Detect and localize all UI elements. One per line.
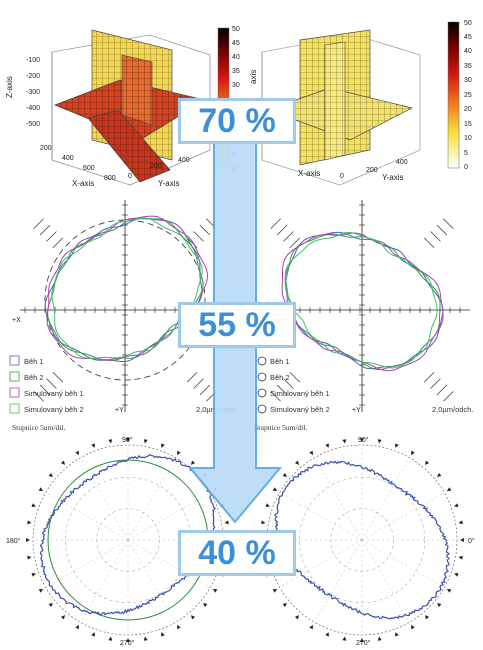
legend-item: Simulovaný běh 1 — [24, 389, 84, 398]
angle-label-bottom: 270° — [356, 639, 371, 647]
legend-item: Simulovaný běh 2 — [24, 405, 84, 414]
colorbar-tick: 45 — [232, 40, 240, 47]
legend-item: Simulovaný běh 2 — [270, 405, 330, 414]
x-tick: 800 — [104, 175, 116, 182]
y-tick: 200 — [150, 163, 162, 170]
legend-item: Běh 1 — [270, 357, 290, 366]
reduction-label-70: 70 % — [178, 98, 296, 144]
colorbar-tick: 50 — [232, 26, 240, 33]
colorbar-tick: 25 — [464, 92, 472, 99]
panel-3d-left: Z-axis X-axis Y-axis -100 -200 -300 -400… — [5, 29, 211, 188]
z-tick: -400 — [26, 105, 40, 112]
hatch-marks — [33, 218, 217, 402]
legend-item: Běh 2 — [270, 373, 290, 382]
measured-profile — [39, 454, 216, 617]
colorbar-tick: 10 — [464, 135, 472, 142]
hatch-marks — [270, 218, 454, 402]
colorbar-right: 50 45 40 35 30 25 20 15 10 5 0 — [447, 20, 472, 171]
reduction-label-55: 55 % — [178, 302, 296, 348]
curve-sim-run-1 — [46, 215, 209, 361]
colorbar-tick: 15 — [464, 121, 472, 128]
colorbar-tick: 40 — [464, 48, 472, 55]
colorbar-tick: 35 — [464, 63, 472, 70]
colorbar-tick: 20 — [464, 106, 472, 113]
deviation-label: 2,0µm/odch. — [432, 405, 473, 414]
x-axis-label-right: X-axis — [298, 169, 320, 178]
angle-label-top: 90° — [358, 436, 369, 444]
polar-left: 90° 180° 270° — [6, 436, 230, 647]
z-axis-label-left: Z-axis — [5, 76, 14, 98]
scale-label: Stupnice 5um/dil. — [254, 423, 307, 432]
colorbar-tick: 5 — [464, 150, 468, 157]
colorbar-tick: 30 — [232, 82, 240, 89]
colorbar-tick: 50 — [464, 20, 472, 27]
reference-circle — [44, 219, 206, 381]
z-tick: -500 — [26, 121, 40, 128]
angle-label-bottom: 270° — [120, 639, 135, 647]
x-tick: 400 — [62, 155, 74, 162]
axis-plus-y-label: +Y — [352, 407, 361, 414]
legend-item: Běh 1 — [24, 357, 44, 366]
y-tick: 0 — [128, 173, 132, 180]
colorbar-tick: 45 — [464, 34, 472, 41]
curve-sim-run-2 — [284, 232, 438, 369]
scale-label: Stupnice 5um/dil. — [12, 423, 65, 432]
z-tick: -300 — [26, 89, 40, 96]
x-axis-label-left: X-axis — [72, 179, 94, 188]
y-axis-label-left: Y-axis — [158, 179, 180, 188]
curve-sim-run-2 — [51, 217, 203, 359]
y-tick: 200 — [366, 167, 378, 174]
z-tick: -100 — [26, 57, 40, 64]
circularity-right: +Y Běh 1 Běh 2 Simulovaný běh 1 Simulova… — [254, 200, 473, 432]
colorbar-tick: 40 — [232, 54, 240, 61]
x-tick: 200 — [40, 145, 52, 152]
y-tick: 0 — [340, 173, 344, 180]
x-tick: 600 — [83, 165, 95, 172]
curve-sim-run-1 — [281, 232, 444, 372]
z-tick: -200 — [26, 73, 40, 80]
colorbar-tick: 30 — [464, 77, 472, 84]
panel-3d-right: axis X-axis Y-axis 0 200 400 — [249, 29, 421, 186]
angle-label-right: 0° — [468, 537, 475, 545]
angle-label-left: 180° — [6, 537, 21, 545]
colorbar-tick: 0 — [464, 164, 468, 171]
reduction-label-40: 40 % — [178, 530, 296, 576]
legend-item: Běh 2 — [24, 373, 44, 382]
y-axis-label-right: Y-axis — [382, 173, 404, 182]
y-tick: 400 — [178, 157, 190, 164]
colorbar-tick: 35 — [232, 68, 240, 75]
y-tick: 400 — [396, 159, 408, 166]
axis-plus-y-label: +Y — [115, 407, 124, 414]
angle-label-top: 90° — [122, 436, 133, 444]
legend: Běh 1 Běh 2 Simulovaný běh 1 Simulovaný … — [257, 356, 330, 414]
z-axis-label-right: axis — [249, 70, 258, 84]
curve-run-1 — [284, 231, 444, 370]
curve-run-2 — [284, 233, 441, 371]
axis-plus-x-label: +X — [12, 317, 21, 324]
legend-item: Simulovaný běh 1 — [270, 389, 330, 398]
legend: Běh 1 Běh 2 Simulovaný běh 1 Simulovaný … — [9, 355, 84, 414]
